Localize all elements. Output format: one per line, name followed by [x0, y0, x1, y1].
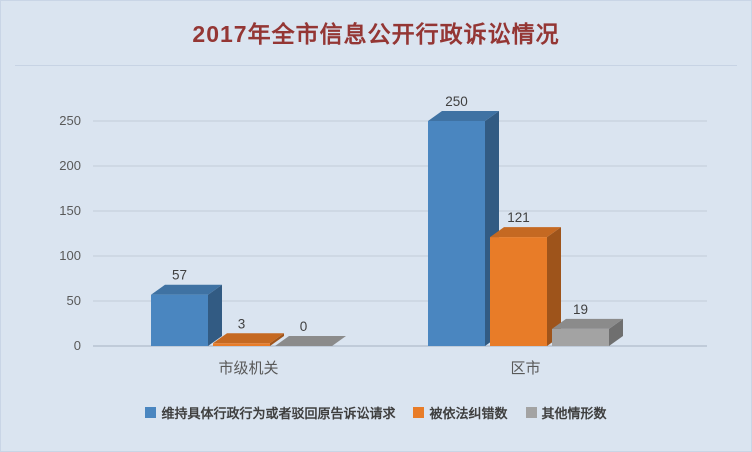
- y-tick-label: 250: [59, 113, 81, 128]
- data-label: 3: [238, 316, 246, 331]
- category-label: 区市: [510, 360, 540, 377]
- bar-top: [490, 227, 561, 238]
- bar-front: [151, 294, 208, 346]
- legend-label: 维持具体行政行为或者驳回原告诉讼请求: [161, 406, 396, 421]
- bar-side: [270, 333, 284, 346]
- bar-side: [547, 227, 561, 346]
- bar-front: [213, 343, 270, 346]
- chart-title: 2017年全市信息公开行政诉讼情况: [192, 21, 560, 47]
- data-label: 19: [573, 302, 588, 317]
- legend-item: 维持具体行政行为或者驳回原告诉讼请求: [145, 403, 395, 422]
- y-tick-label: 0: [74, 338, 81, 353]
- bar-top: [275, 336, 346, 346]
- bar-front: [428, 121, 485, 346]
- bar-side: [609, 318, 623, 346]
- legend-swatch: [413, 407, 425, 418]
- legend-swatch: [145, 407, 157, 418]
- legend-label: 其他情形数: [541, 406, 607, 421]
- data-label: 0: [300, 319, 308, 334]
- data-label: 250: [445, 94, 468, 109]
- bar-front: [490, 237, 547, 346]
- legend-swatch: [525, 407, 537, 418]
- y-tick-label: 200: [59, 158, 81, 173]
- y-tick-label: 100: [59, 248, 81, 263]
- bar-front: [552, 328, 609, 346]
- bar-side: [208, 284, 222, 346]
- legend-item: 被依法纠错数: [413, 403, 508, 422]
- legend-item: 其他情形数: [525, 403, 607, 422]
- bar-top: [428, 111, 499, 121]
- bar-top: [213, 333, 284, 344]
- y-tick-label: 150: [59, 203, 81, 218]
- category-label: 市级机关: [218, 360, 278, 377]
- title-divider: [15, 65, 737, 66]
- legend-label: 被依法纠错数: [429, 406, 508, 421]
- data-label: 121: [507, 210, 530, 225]
- bar-chart-plot: 0 50 100 150 200 250 57 3 0 市级机关 250 121 19 区市: [59, 94, 707, 377]
- y-tick-label: 50: [67, 293, 81, 308]
- chart-legend: 维持具体行政行为或者驳回原告诉讼请求 被依法纠错数 其他情形数: [1, 403, 751, 422]
- data-label: 57: [172, 268, 187, 283]
- bar-top: [552, 318, 623, 329]
- bar-top: [151, 284, 222, 295]
